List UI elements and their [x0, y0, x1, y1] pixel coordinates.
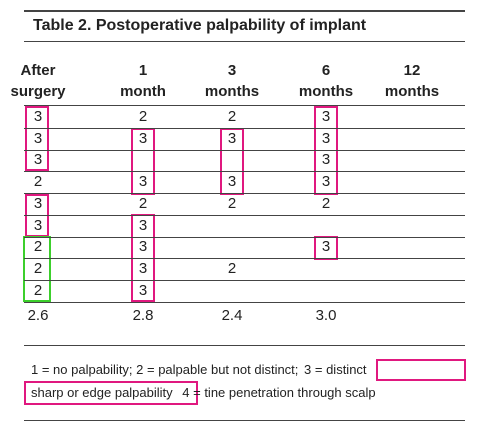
table-cell: 3 [33, 151, 43, 169]
table-cell: 2 [33, 259, 43, 277]
footnote-text: 3 = distinct [304, 362, 367, 377]
row-rule [24, 128, 465, 129]
row-rule [24, 150, 465, 151]
table-cell: 2 [227, 194, 237, 212]
table-cell: 2 [33, 238, 43, 256]
row-rule [24, 258, 465, 259]
table-cell: 3 [33, 194, 43, 212]
highlight [131, 128, 155, 195]
row-rule [24, 171, 465, 172]
column-header: 1 [138, 62, 148, 79]
table-cell: 2 [33, 281, 43, 299]
table-cell: 3 [227, 173, 237, 191]
row-rule [24, 302, 465, 303]
row-rule [24, 215, 465, 216]
table-cell: 3 [321, 108, 331, 125]
table-cell: 3 [138, 216, 148, 234]
average-cell: 2.8 [132, 307, 154, 324]
table-cell: 3 [227, 129, 237, 147]
column-header: surgery [10, 83, 66, 100]
table-cell: 3 [138, 259, 148, 277]
footnote-text: 1 = no palpability; 2 = palpable but not… [31, 362, 303, 377]
highlight [24, 381, 198, 405]
table-cell: 3 [138, 129, 148, 147]
column-header: months [204, 83, 260, 100]
table-cell: 3 [138, 281, 148, 299]
footnote-line: 1 = no palpability; 2 = palpable but not… [31, 362, 367, 378]
table-cell: 2 [33, 173, 43, 191]
column-header: months [384, 83, 440, 100]
table-cell: 2 [138, 194, 148, 212]
table-cell: 2 [227, 259, 237, 277]
table-cell: 3 [33, 108, 43, 125]
average-cell: 2.4 [221, 307, 243, 324]
table-title: Table 2. Postoperative palpability of im… [33, 17, 367, 34]
table-cell: 3 [321, 173, 331, 191]
footnote-text: 4 = tine penetration through scalp [178, 385, 376, 400]
column-header: 3 [227, 62, 237, 79]
column-header: 12 [403, 62, 421, 79]
column-header: After [20, 62, 56, 79]
table-cell: 3 [321, 151, 331, 169]
table-cell: 3 [321, 238, 331, 256]
bottom-rule [24, 420, 465, 421]
top-rule [24, 10, 465, 12]
highlight [376, 359, 466, 381]
table-cell: 3 [138, 238, 148, 256]
footnote-text: sharp or edge palpability [31, 385, 173, 400]
table-cell: 2 [138, 108, 148, 125]
highlight [25, 106, 49, 171]
column-header: 6 [321, 62, 331, 79]
column-header: month [120, 83, 166, 100]
title-rule [24, 41, 465, 42]
highlight [220, 128, 244, 195]
table-cell: 2 [227, 108, 237, 125]
table-cell: 3 [321, 129, 331, 147]
average-cell: 2.6 [27, 307, 49, 324]
header-rule [24, 105, 465, 106]
footnote-line: sharp or edge palpability 4 = tine penet… [31, 385, 376, 401]
table-cell: 3 [33, 129, 43, 147]
footnote-rule [24, 345, 465, 346]
table-cell: 3 [138, 173, 148, 191]
column-header: months [298, 83, 354, 100]
row-rule [24, 237, 465, 238]
table-cell: 3 [33, 216, 43, 234]
table-cell: 2 [321, 194, 331, 212]
average-cell: 3.0 [315, 307, 337, 324]
row-rule [24, 193, 465, 194]
row-rule [24, 280, 465, 281]
